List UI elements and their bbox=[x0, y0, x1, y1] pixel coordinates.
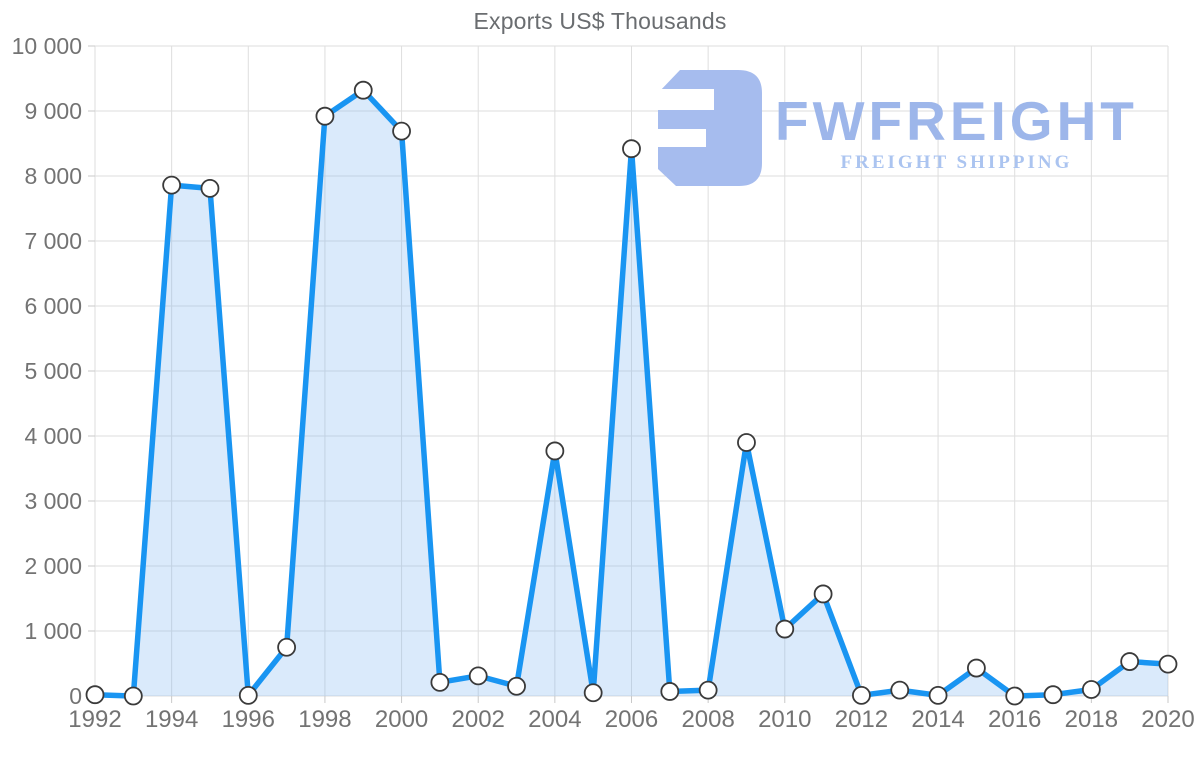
area-fill bbox=[95, 90, 1168, 696]
x-axis-label: 2012 bbox=[835, 706, 888, 733]
y-axis-label: 4 000 bbox=[24, 423, 82, 449]
brand-name: FWFREIGHT bbox=[775, 90, 1138, 152]
y-axis-label: 6 000 bbox=[24, 293, 82, 319]
x-axis-label: 1996 bbox=[222, 706, 275, 733]
data-point-marker bbox=[890, 680, 910, 700]
data-point-marker bbox=[737, 433, 756, 452]
x-axis-label: 1992 bbox=[68, 706, 121, 733]
data-point-marker bbox=[583, 683, 603, 703]
data-point-marker bbox=[277, 637, 297, 657]
data-point-marker bbox=[353, 80, 373, 100]
data-point-marker bbox=[1043, 685, 1063, 705]
data-point-marker bbox=[698, 680, 718, 700]
x-axis-label: 1998 bbox=[298, 706, 351, 733]
data-point-marker bbox=[1120, 652, 1140, 671]
x-axis-label: 2010 bbox=[758, 706, 811, 733]
x-axis-label: 2014 bbox=[911, 706, 964, 733]
data-point-marker bbox=[162, 175, 182, 195]
data-point-marker bbox=[1005, 686, 1025, 706]
data-point-marker bbox=[238, 685, 258, 705]
data-point-marker bbox=[660, 682, 680, 701]
brand-text-block: FWFREIGHT FREIGHT SHIPPING bbox=[775, 94, 1138, 174]
chart-title: Exports US$ Thousands bbox=[473, 8, 727, 34]
y-axis-label: 7 000 bbox=[24, 228, 82, 254]
y-axis-label: 5 000 bbox=[24, 358, 82, 384]
data-point-marker bbox=[775, 619, 795, 639]
data-point-marker bbox=[1081, 680, 1101, 699]
data-point-marker bbox=[1158, 654, 1178, 674]
y-axis-label: 10 000 bbox=[12, 33, 82, 59]
data-point-marker bbox=[507, 676, 526, 696]
data-point-marker bbox=[852, 685, 871, 705]
data-point-marker bbox=[468, 666, 488, 686]
data-point-marker bbox=[123, 686, 143, 706]
x-axis-label: 2002 bbox=[452, 706, 505, 733]
y-axis-label: 9 000 bbox=[24, 98, 82, 124]
y-axis-label: 0 bbox=[69, 683, 82, 709]
fwfreight-logo-icon bbox=[652, 70, 762, 186]
data-point-marker bbox=[430, 672, 450, 692]
data-point-marker bbox=[315, 106, 335, 126]
brand-watermark: FWFREIGHT FREIGHT SHIPPING bbox=[652, 70, 1138, 186]
x-axis-label: 2008 bbox=[681, 706, 734, 733]
y-axis-label: 8 000 bbox=[24, 163, 82, 189]
y-axis-label: 2 000 bbox=[24, 553, 82, 579]
y-axis-label: 1 000 bbox=[24, 618, 82, 644]
data-point-marker bbox=[966, 658, 986, 678]
data-point-marker bbox=[200, 178, 220, 198]
x-axis-label: 2006 bbox=[605, 706, 658, 733]
data-point-marker bbox=[392, 121, 411, 141]
x-axis-label: 2018 bbox=[1065, 706, 1118, 733]
brand-tagline: FREIGHT SHIPPING bbox=[840, 152, 1073, 173]
data-point-marker bbox=[545, 441, 565, 461]
data-point-marker bbox=[85, 685, 105, 705]
y-axis-label: 3 000 bbox=[24, 488, 82, 514]
x-axis-label: 1994 bbox=[145, 706, 198, 733]
x-axis-label: 2004 bbox=[528, 706, 581, 733]
data-point-marker bbox=[622, 139, 641, 159]
x-axis-label: 2000 bbox=[375, 706, 428, 733]
data-point-marker bbox=[928, 685, 948, 705]
x-axis-label: 2016 bbox=[988, 706, 1041, 733]
data-point-marker bbox=[813, 584, 833, 604]
x-axis-label: 2020 bbox=[1141, 706, 1194, 733]
